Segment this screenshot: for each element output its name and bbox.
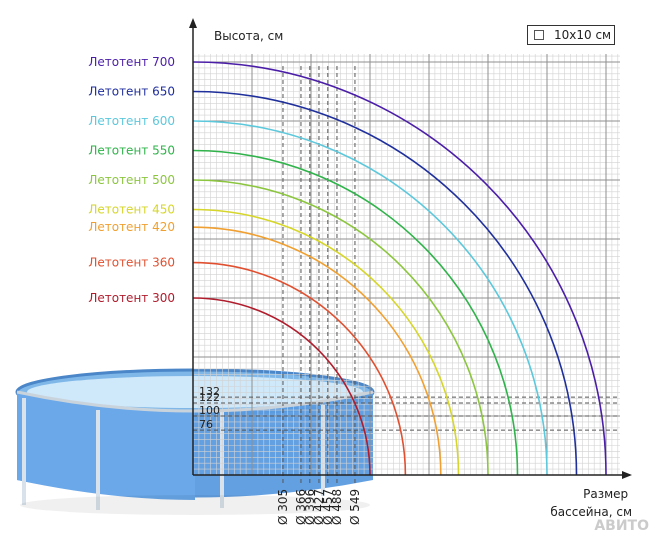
watermark: АВИТО — [594, 518, 649, 534]
x-axis-arrow — [622, 471, 632, 479]
y-tick-label: 100 — [199, 404, 220, 417]
series-label: Летотент 500 — [88, 173, 175, 187]
x-axis-title-line1: Размер — [583, 487, 628, 501]
grid-scale-legend: 10x10 см — [527, 25, 615, 45]
series-arc — [192, 120, 548, 476]
series-label: Летотент 700 — [88, 55, 175, 69]
x-tick-label: Ø 366 — [294, 489, 308, 525]
series-arc — [192, 179, 489, 476]
series-arc — [192, 208, 460, 476]
series-arc — [192, 226, 442, 476]
y-axis-title: Высота, см — [214, 29, 283, 43]
series-arc — [192, 90, 578, 476]
grid-cell-swatch — [534, 30, 544, 40]
x-tick-label: Ø 457 — [321, 489, 335, 525]
series-group — [192, 61, 607, 476]
series-label: Летотент 550 — [88, 144, 175, 158]
series-arc — [192, 261, 407, 476]
x-tick-label: Ø 427 — [312, 489, 326, 525]
y-axis-arrow — [189, 18, 197, 28]
grid-scale-label: 10x10 см — [554, 28, 612, 42]
series-label: Летотент 360 — [88, 256, 175, 270]
series-label: Летотент 300 — [88, 291, 175, 305]
x-tick-label: Ø 305 — [276, 489, 290, 525]
series-label: Летотент 450 — [88, 203, 175, 217]
series-arc — [192, 297, 371, 476]
x-tick-label: Ø 396 — [303, 489, 317, 525]
x-tick-label: Ø 488 — [330, 489, 344, 525]
series-arc — [192, 61, 607, 476]
x-tick-label: Ø 549 — [348, 489, 362, 525]
grid-major — [193, 54, 620, 475]
guide-lines — [193, 66, 620, 483]
y-tick-label: 76 — [199, 418, 213, 431]
x-axis-title: Размер бассейна, см — [550, 487, 632, 519]
series-arc — [192, 149, 519, 476]
series-label: Летотент 650 — [88, 85, 175, 99]
series-labels: Летотент 700 Летотент 650 Летотент 600 Лето… — [88, 55, 175, 305]
axes — [189, 18, 632, 479]
y-tick-label: 122 — [199, 391, 220, 404]
series-label: Летотент 600 — [88, 114, 175, 128]
series-label: Летотент 420 — [88, 220, 175, 234]
x-axis-title-line2: бассейна, см — [550, 505, 632, 519]
y-tick-label: 132 — [199, 385, 220, 398]
